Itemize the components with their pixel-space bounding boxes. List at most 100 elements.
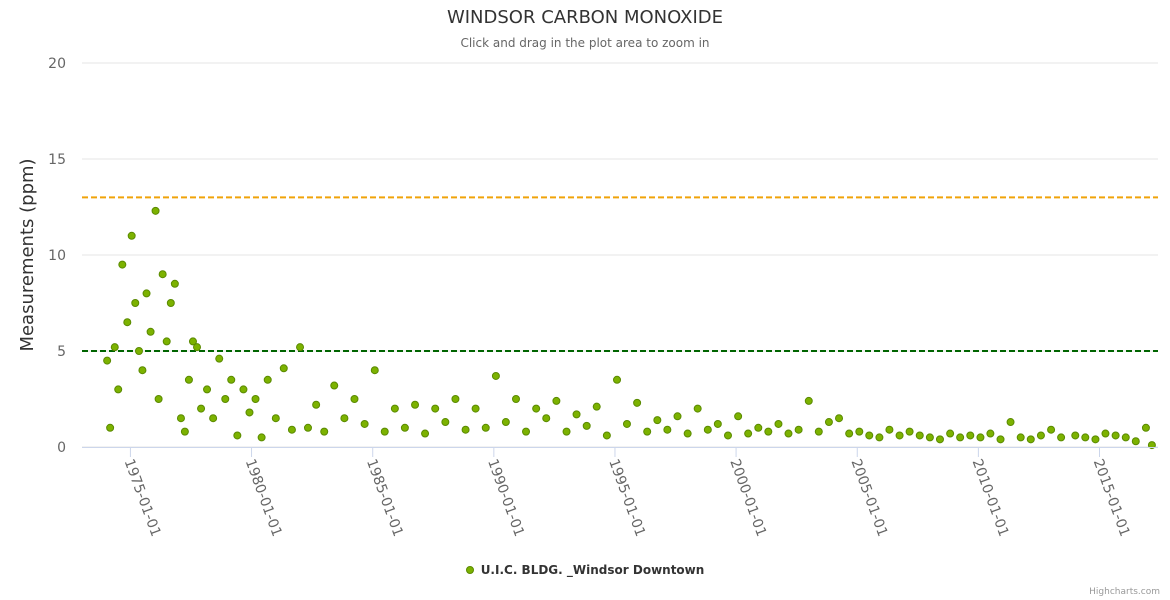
data-point [209, 414, 218, 423]
data-point [400, 423, 409, 432]
data-point [643, 427, 652, 436]
chart-subtitle: Click and drag in the plot area to zoom … [460, 36, 710, 50]
legend-label: U.I.C. BLDG. _Windsor Downtown [480, 563, 705, 577]
x-tick-label: 1985-01-01 [363, 457, 406, 539]
data-point [814, 427, 823, 436]
data-point [221, 395, 230, 403]
data-point [110, 343, 119, 352]
data-point [582, 421, 591, 430]
data-point [966, 431, 975, 440]
data-point [312, 400, 321, 409]
data-point [118, 260, 127, 269]
data-point [146, 327, 155, 336]
data-point [257, 433, 266, 442]
data-point [360, 419, 369, 428]
data-point [693, 404, 702, 413]
data-point [123, 318, 132, 327]
data-point [114, 385, 123, 394]
data-point [251, 395, 260, 403]
data-point [245, 408, 254, 417]
y-tick-label: 5 [57, 344, 66, 360]
data-point [151, 206, 160, 215]
data-point [411, 400, 420, 409]
x-tick-label: 2015-01-01 [1090, 457, 1133, 539]
data-point [764, 427, 773, 436]
data-point [905, 427, 914, 436]
data-point [1026, 435, 1035, 444]
data-point [1111, 431, 1120, 440]
data-point [986, 429, 995, 438]
data-point [744, 429, 753, 438]
data-point [1091, 435, 1100, 444]
data-point [441, 418, 450, 427]
data-point [663, 425, 672, 434]
data-point [1006, 418, 1015, 427]
data-point [380, 427, 389, 436]
data-point [263, 375, 272, 384]
data-point [925, 433, 934, 442]
legend: U.I.C. BLDG. _Windsor Downtown [0, 563, 1170, 577]
data-point [1141, 423, 1150, 432]
data-point [134, 347, 143, 355]
data-point [431, 404, 440, 413]
data-point [215, 354, 224, 363]
x-tick-label: 1990-01-01 [484, 457, 527, 539]
data-point [188, 337, 197, 346]
x-tick-label: 2000-01-01 [726, 457, 769, 539]
data-point [562, 427, 571, 436]
data-points [103, 206, 1156, 450]
data-point [184, 375, 193, 384]
data-point [481, 423, 490, 432]
data-point [106, 423, 115, 432]
data-point [542, 414, 551, 423]
data-point [330, 381, 339, 390]
data-point [552, 396, 561, 405]
data-point [127, 231, 136, 240]
data-point [713, 419, 722, 428]
data-point [138, 366, 147, 375]
data-point [390, 404, 399, 413]
data-point [946, 429, 955, 438]
data-point [774, 419, 783, 428]
data-point [835, 414, 844, 423]
data-point [197, 404, 206, 413]
data-point [602, 431, 611, 440]
data-point [522, 427, 531, 436]
x-tick-label: 2005-01-01 [848, 457, 891, 539]
data-point [296, 343, 305, 352]
data-point [845, 429, 854, 438]
data-point [935, 435, 944, 444]
data-point [572, 410, 581, 419]
data-point [804, 396, 813, 405]
data-point [501, 418, 510, 427]
data-point [1057, 433, 1066, 442]
data-point [158, 270, 167, 279]
data-point [320, 427, 329, 436]
data-point [865, 431, 874, 440]
data-point [370, 366, 379, 375]
data-point [723, 431, 732, 440]
data-point [683, 429, 692, 438]
y-tick-label: 20 [48, 56, 66, 72]
data-point [1016, 433, 1025, 442]
data-point [1071, 431, 1080, 440]
data-point [996, 435, 1005, 444]
data-point [1081, 433, 1090, 442]
data-point [131, 299, 140, 307]
data-point [103, 356, 112, 365]
data-point [824, 418, 833, 427]
data-point [1131, 437, 1140, 446]
data-point [162, 337, 171, 346]
data-point [491, 371, 500, 380]
y-axis-title: Measurements (ppm) [17, 158, 38, 351]
data-point [622, 419, 631, 428]
data-point [653, 416, 662, 425]
legend-item[interactable]: U.I.C. BLDG. _Windsor Downtown [465, 563, 705, 577]
data-point [451, 395, 460, 403]
data-point [421, 429, 430, 438]
data-point [176, 414, 185, 423]
data-point [279, 364, 288, 373]
credits-link[interactable]: Highcharts.com [1089, 587, 1160, 597]
